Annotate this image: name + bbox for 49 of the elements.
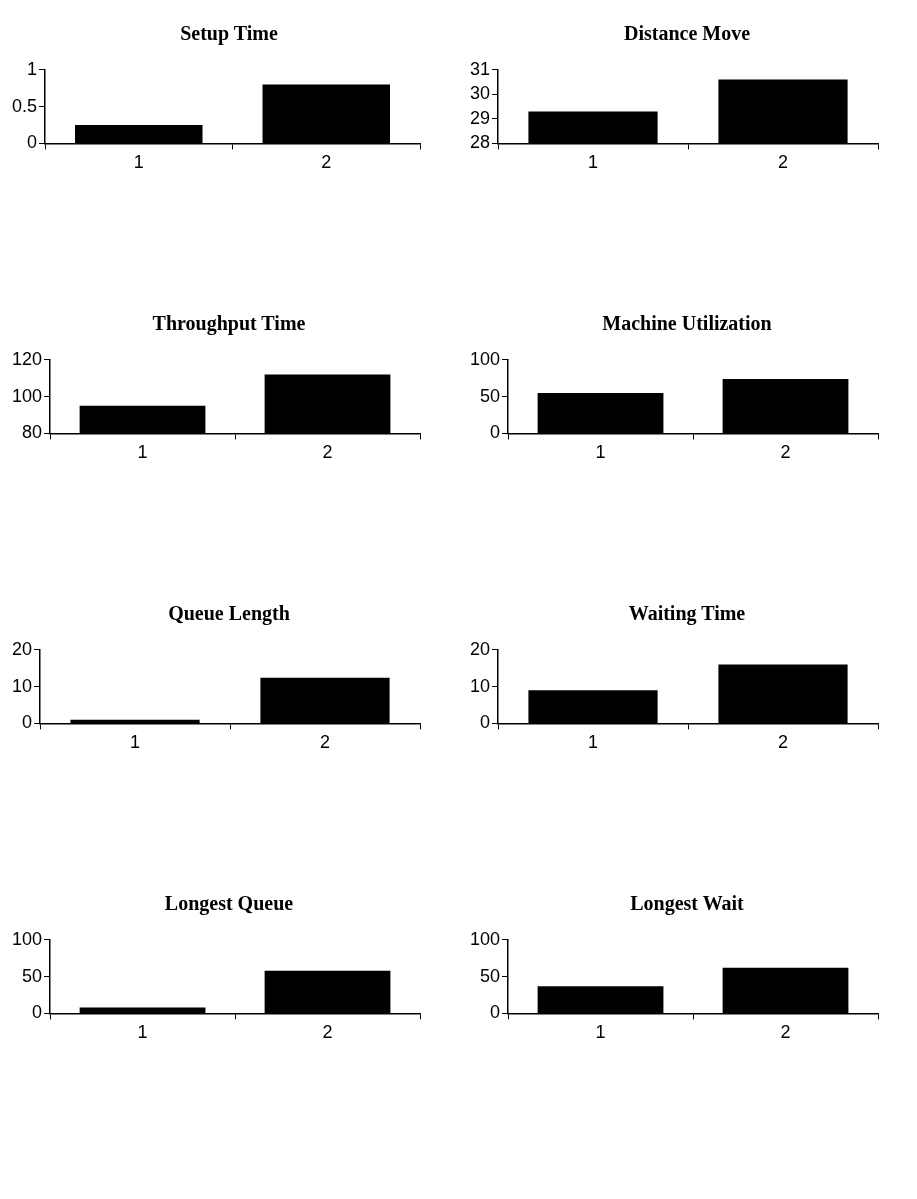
x-tick-label: 1: [133, 152, 144, 173]
y-tick-label: 100: [469, 348, 501, 369]
y-tick-label: 31: [469, 58, 491, 79]
x-tick-label: 1: [137, 442, 148, 463]
chart-title: Longest Wait: [629, 892, 745, 915]
x-tick-label: 2: [322, 442, 333, 463]
y-tick-label: 80: [22, 422, 43, 443]
x-tick-label: 2: [321, 152, 332, 173]
y-tick-label: 100: [11, 928, 43, 949]
y-tick-label: 50: [480, 965, 501, 986]
chart-title: Queue Length: [167, 602, 291, 625]
x-tick-label: 1: [588, 152, 599, 173]
x-tick-label: 1: [588, 732, 599, 753]
y-tick-label: 10: [11, 675, 33, 696]
chart-title: Distance Move: [622, 22, 752, 45]
y-tick-label: 50: [22, 965, 43, 986]
x-tick-label: 1: [137, 1022, 148, 1043]
y-tick-label: 30: [469, 83, 491, 104]
y-tick-label: 0: [32, 1002, 43, 1023]
x-tick-label: 2: [322, 1022, 333, 1043]
x-tick-label: 1: [595, 1022, 606, 1043]
chart-title: Waiting Time: [627, 602, 747, 625]
chart-title: Throughput Time: [151, 312, 307, 335]
y-tick-label: 29: [469, 107, 491, 128]
y-tick-label: 20: [11, 638, 33, 659]
y-tick-label: 120: [11, 348, 43, 369]
y-tick-label: 0: [22, 712, 33, 733]
y-tick-label: 100: [469, 928, 501, 949]
y-tick-label: 20: [469, 638, 491, 659]
y-tick-label: 50: [480, 385, 501, 406]
x-tick-label: 2: [778, 732, 789, 753]
y-tick-label: 28: [469, 132, 491, 153]
chart-title: Machine Utilization: [601, 312, 773, 335]
y-tick-label: 100: [11, 385, 43, 406]
y-tick-label: 1: [27, 58, 38, 79]
x-tick-label: 1: [130, 732, 141, 753]
y-tick-label: 0: [480, 712, 491, 733]
x-tick-label: 2: [780, 442, 791, 463]
x-tick-label: 2: [320, 732, 331, 753]
y-tick-label: 0: [490, 1002, 501, 1023]
y-tick-label: 0: [27, 132, 38, 153]
x-tick-label: 1: [595, 442, 606, 463]
y-tick-label: 0.5: [11, 95, 38, 116]
chart-title: Longest Queue: [163, 892, 295, 915]
x-tick-label: 2: [780, 1022, 791, 1043]
y-tick-label: 0: [490, 422, 501, 443]
chart-title: Setup Time: [179, 22, 279, 45]
x-tick-label: 2: [778, 152, 789, 173]
y-tick-label: 10: [469, 675, 491, 696]
